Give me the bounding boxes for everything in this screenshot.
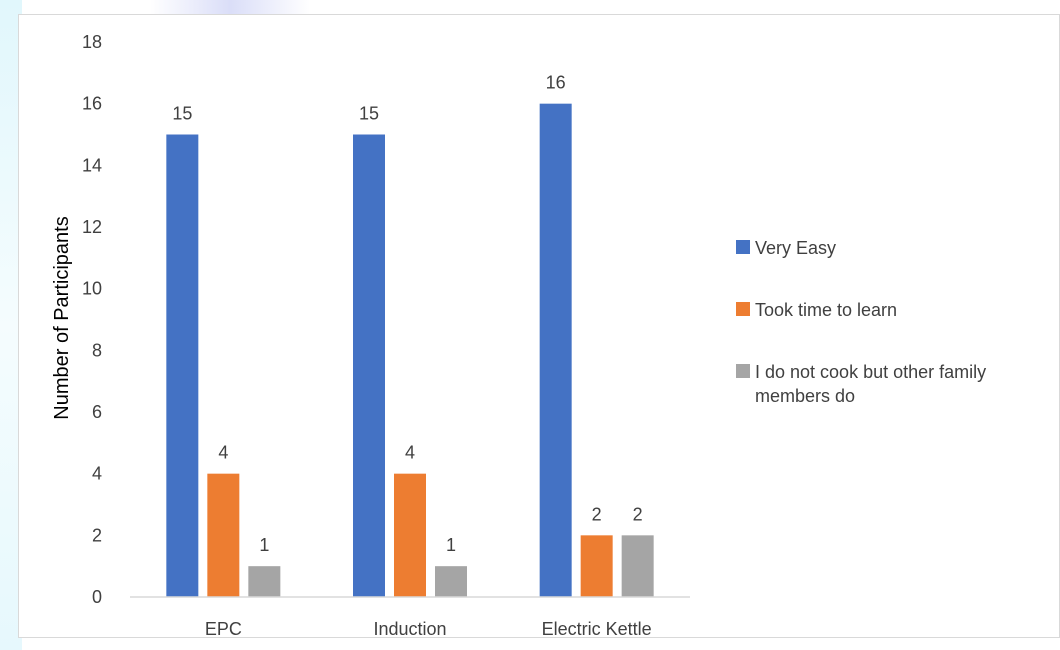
legend-swatch bbox=[736, 364, 750, 378]
data-label: 2 bbox=[592, 504, 602, 524]
y-tick-label: 8 bbox=[92, 340, 102, 360]
bar bbox=[580, 535, 613, 597]
data-label: 1 bbox=[259, 535, 269, 555]
bar bbox=[539, 103, 572, 598]
legend-swatch bbox=[736, 302, 750, 316]
bar bbox=[207, 473, 240, 597]
data-label: 16 bbox=[546, 73, 566, 93]
data-label: 1 bbox=[446, 535, 456, 555]
y-tick-label: 18 bbox=[82, 32, 102, 52]
data-labels: 15 4 1 15 4 1 16 2 2 bbox=[172, 73, 642, 556]
y-tick-label: 0 bbox=[92, 587, 102, 607]
legend-label: Very Easy bbox=[755, 238, 837, 258]
data-label: 4 bbox=[405, 443, 415, 463]
y-tick-label: 2 bbox=[92, 525, 102, 545]
bar bbox=[394, 473, 426, 597]
bar bbox=[248, 566, 281, 597]
data-label: 4 bbox=[218, 443, 228, 463]
data-label: 15 bbox=[359, 104, 379, 124]
y-tick-label: 12 bbox=[82, 217, 102, 237]
y-axis-title: Number of Participants bbox=[51, 216, 73, 419]
x-category-label: Induction bbox=[373, 619, 446, 639]
legend-label: Took time to learn bbox=[755, 300, 898, 320]
bar bbox=[435, 566, 467, 597]
y-tick-label: 10 bbox=[82, 279, 102, 299]
y-tick-label: 14 bbox=[82, 155, 102, 175]
bar bbox=[353, 134, 385, 597]
x-category-label: EPC bbox=[205, 619, 242, 639]
y-tick-label: 4 bbox=[92, 464, 102, 484]
bar bbox=[621, 535, 654, 597]
legend-item: Took time to learn bbox=[736, 298, 1036, 322]
bar bbox=[166, 134, 199, 597]
legend-item: I do not cook but other family members d… bbox=[736, 360, 1036, 408]
y-tick-label: 16 bbox=[82, 94, 102, 114]
y-axis-ticks: 0 2 4 6 8 10 12 14 16 18 bbox=[82, 32, 102, 607]
legend: Very Easy Took time to learn I do not cook… bbox=[736, 236, 1036, 446]
y-tick-label: 6 bbox=[92, 402, 102, 422]
legend-item: Very Easy bbox=[736, 236, 1036, 260]
bars bbox=[166, 103, 654, 598]
x-axis-categories: EPC Induction Electric Kettle bbox=[205, 619, 652, 639]
legend-swatch bbox=[736, 240, 750, 254]
data-label: 15 bbox=[172, 104, 192, 124]
data-label: 2 bbox=[633, 504, 643, 524]
legend-label: I do not cook but other family members d… bbox=[755, 362, 987, 406]
x-category-label: Electric Kettle bbox=[542, 619, 652, 639]
